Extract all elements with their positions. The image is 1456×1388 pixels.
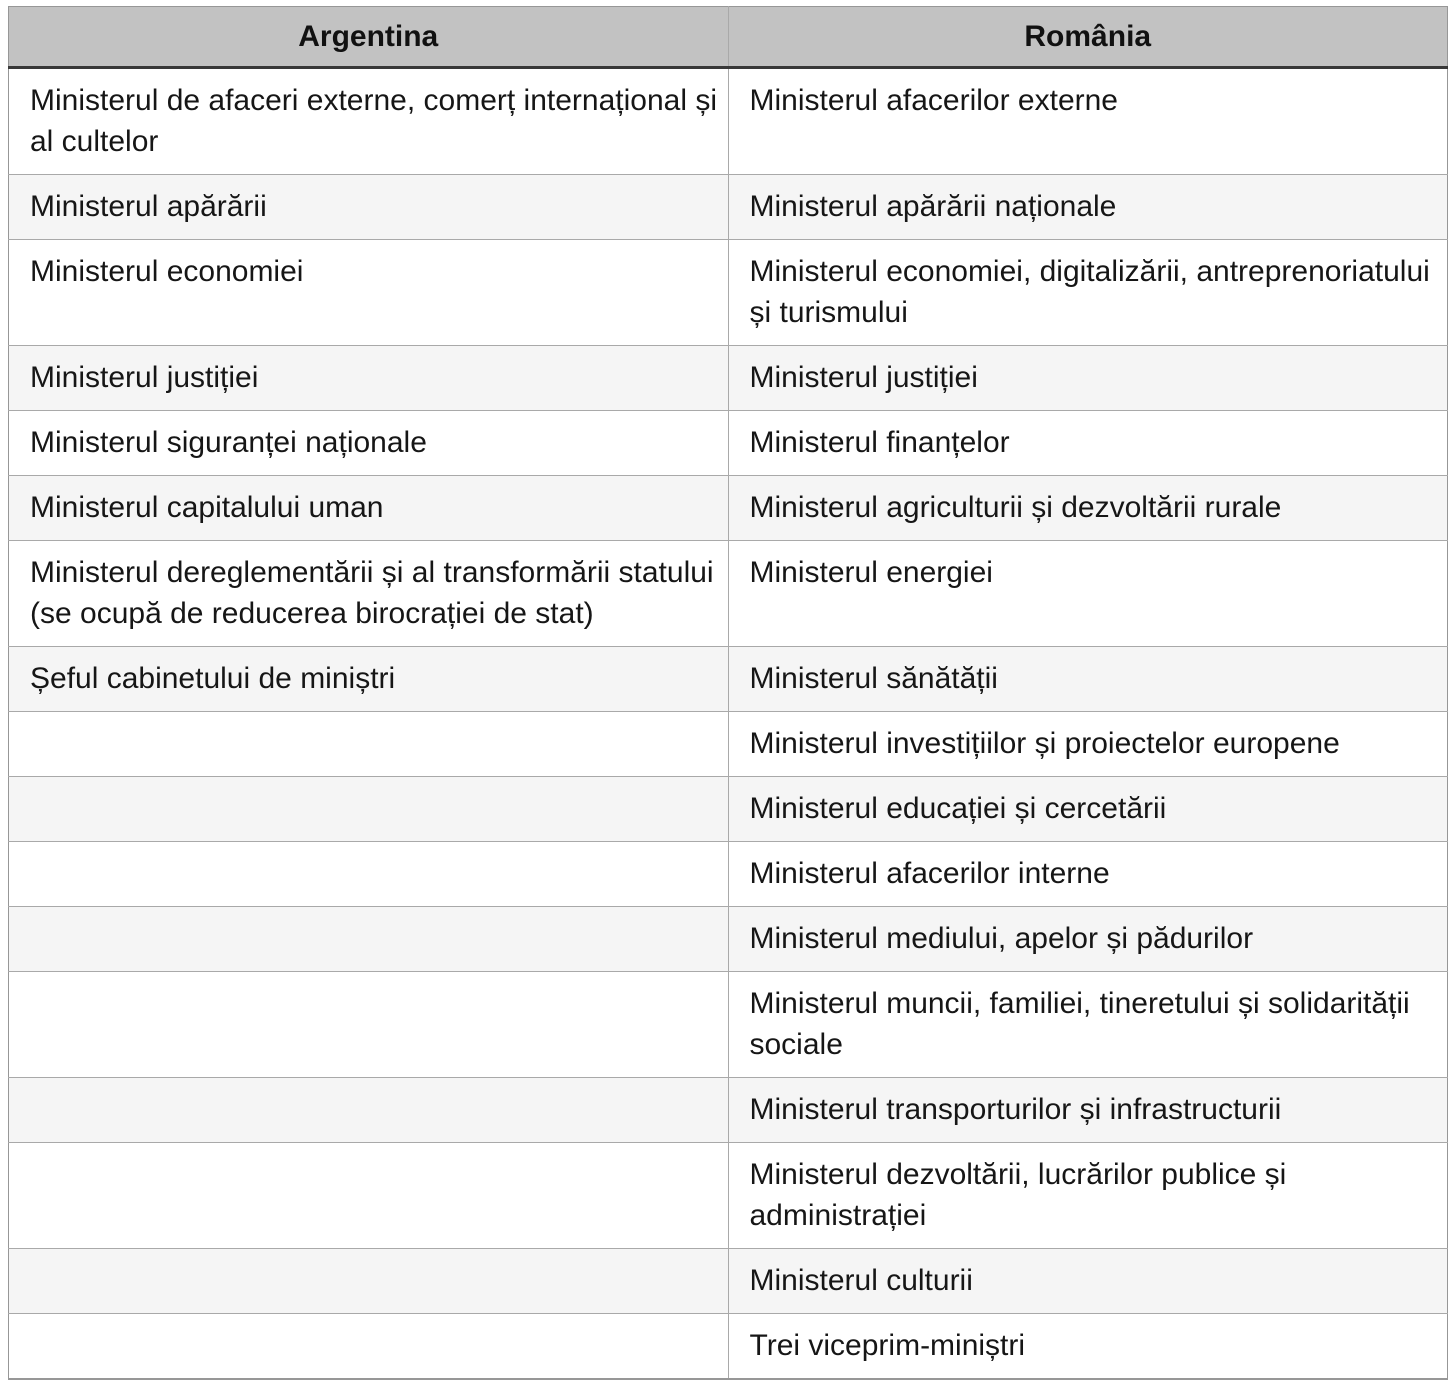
cell-romania: Ministerul finanțelor <box>727 410 1448 476</box>
column-header-romania: România <box>727 6 1448 69</box>
table-row: Ministerul siguranței naționale Minister… <box>8 410 1448 476</box>
table-row: Ministerul economiei Ministerul economie… <box>8 239 1448 346</box>
cell-argentina: Ministerul dereglementării și al transfo… <box>8 540 728 647</box>
table-row: Ministerul de afaceri externe, comerț in… <box>8 67 1448 175</box>
cell-romania: Ministerul justiției <box>727 345 1448 411</box>
cell-romania: Ministerul culturii <box>727 1248 1448 1314</box>
table-row: Ministerul capitalului uman Ministerul a… <box>8 475 1448 541</box>
cell-romania: Ministerul transporturilor și infrastruc… <box>727 1077 1448 1143</box>
cell-argentina: Ministerul siguranței naționale <box>8 410 728 476</box>
cell-argentina <box>8 841 728 907</box>
cell-romania: Ministerul sănătății <box>727 646 1448 712</box>
cell-argentina <box>8 1077 728 1143</box>
cell-romania: Ministerul afacerilor externe <box>727 67 1448 175</box>
cell-romania: Ministerul muncii, familiei, tineretului… <box>727 971 1448 1078</box>
table-row: Ministerul educației și cercetării <box>8 776 1448 842</box>
cell-argentina: Ministerul justiției <box>8 345 728 411</box>
cell-romania: Ministerul energiei <box>727 540 1448 647</box>
cell-argentina <box>8 1142 728 1249</box>
cell-argentina: Ministerul capitalului uman <box>8 475 728 541</box>
cell-argentina <box>8 1313 728 1379</box>
table-row: Trei viceprim-miniștri <box>8 1313 1448 1379</box>
cell-romania: Ministerul afacerilor interne <box>727 841 1448 907</box>
table-row: Ministerul mediului, apelor și pădurilor <box>8 906 1448 972</box>
cell-romania: Ministerul investițiilor și proiectelor … <box>727 711 1448 777</box>
cell-argentina <box>8 711 728 777</box>
table-row: Ministerul justiției Ministerul justiție… <box>8 345 1448 411</box>
comparison-table: Argentina România Ministerul de afaceri … <box>8 6 1448 1380</box>
table-row: Ministerul dereglementării și al transfo… <box>8 540 1448 647</box>
table-header: Argentina România <box>8 6 1448 69</box>
cell-romania: Trei viceprim-miniștri <box>727 1313 1448 1379</box>
cell-argentina: Ministerul economiei <box>8 239 728 346</box>
cell-romania: Ministerul mediului, apelor și pădurilor <box>727 906 1448 972</box>
cell-argentina: Ministerul apărării <box>8 174 728 240</box>
table-row: Ministerul transporturilor și infrastruc… <box>8 1077 1448 1143</box>
cell-romania: Ministerul dezvoltării, lucrărilor publi… <box>727 1142 1448 1249</box>
cell-argentina <box>8 971 728 1078</box>
cell-argentina <box>8 1248 728 1314</box>
cell-romania: Ministerul economiei, digitalizării, ant… <box>727 239 1448 346</box>
table-row: Ministerul investițiilor și proiectelor … <box>8 711 1448 777</box>
column-header-argentina: Argentina <box>8 6 728 69</box>
table-row: Ministerul apărării Ministerul apărării … <box>8 174 1448 240</box>
cell-argentina <box>8 906 728 972</box>
table-row: Ministerul muncii, familiei, tineretului… <box>8 971 1448 1078</box>
cell-argentina: Șeful cabinetului de miniștri <box>8 646 728 712</box>
table-body: Ministerul de afaceri externe, comerț in… <box>8 67 1448 1379</box>
cell-romania: Ministerul apărării naționale <box>727 174 1448 240</box>
header-row: Argentina România <box>8 6 1448 69</box>
table-row: Șeful cabinetului de miniștri Ministerul… <box>8 646 1448 712</box>
table-row: Ministerul dezvoltării, lucrărilor publi… <box>8 1142 1448 1249</box>
cell-argentina: Ministerul de afaceri externe, comerț in… <box>8 67 728 175</box>
cell-romania: Ministerul agriculturii și dezvoltării r… <box>727 475 1448 541</box>
cell-romania: Ministerul educației și cercetării <box>727 776 1448 842</box>
cell-argentina <box>8 776 728 842</box>
table-row: Ministerul afacerilor interne <box>8 841 1448 907</box>
table-row: Ministerul culturii <box>8 1248 1448 1314</box>
